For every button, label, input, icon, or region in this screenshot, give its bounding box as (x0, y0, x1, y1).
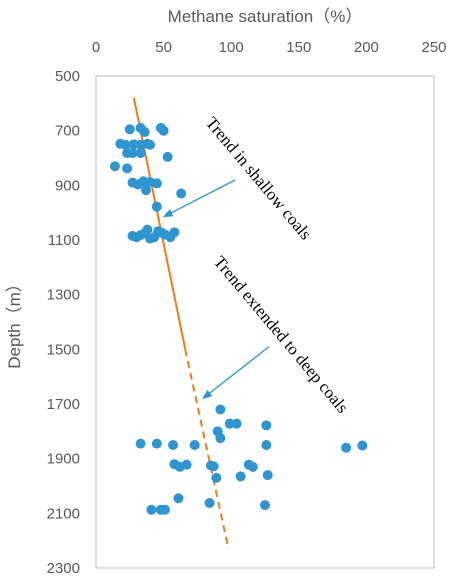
x-tick-labels: 0 50 100 150 200 250 (92, 39, 447, 56)
data-point (120, 139, 131, 150)
data-point (173, 493, 184, 504)
y-tick-label: 2100 (47, 505, 80, 522)
plot-area (95, 75, 435, 569)
data-point (261, 420, 272, 431)
data-point (169, 227, 180, 238)
y-tick-label: 500 (55, 68, 80, 85)
y-tick-label: 1500 (47, 341, 80, 358)
x-axis-title: Methane saturation（%） (168, 7, 363, 26)
data-point (260, 500, 270, 511)
data-point (127, 148, 138, 159)
data-point (211, 472, 222, 483)
data-point (176, 188, 187, 199)
data-point (262, 470, 273, 481)
data-point (208, 461, 219, 472)
annotation-deep-trend: Trend extended to deep coals (210, 252, 352, 416)
data-point (151, 201, 162, 212)
annotation-arrows (162, 179, 270, 400)
deep-trend-arrow (202, 346, 270, 400)
data-point (135, 438, 146, 449)
data-point (341, 442, 352, 453)
data-point (124, 124, 135, 135)
y-tick-label: 1900 (47, 451, 80, 468)
x-tick-label: 100 (219, 39, 244, 56)
trend-lines (132, 97, 230, 550)
data-point (159, 504, 170, 515)
data-point (146, 504, 157, 515)
y-tick-label: 2300 (47, 560, 80, 577)
data-point (357, 440, 368, 451)
shallow-trend-arrow (162, 179, 236, 218)
y-tick-labels: 500 700 900 1100 1300 1500 1700 1900 2100 2300 (47, 68, 80, 577)
data-point (151, 178, 162, 189)
y-axis-title: Depth（m） (5, 275, 24, 369)
data-point (141, 185, 152, 196)
y-tick-label: 900 (55, 177, 80, 194)
x-tick-label: 150 (286, 39, 311, 56)
data-point (145, 139, 156, 150)
shallow-trend-line (132, 97, 187, 350)
data-point (215, 433, 226, 444)
data-point (261, 440, 272, 450)
data-point (215, 404, 226, 415)
y-tick-label: 700 (55, 123, 80, 140)
data-point (139, 127, 150, 138)
x-tick-label: 200 (354, 39, 379, 56)
y-tick-label: 1700 (47, 396, 80, 413)
data-point (189, 440, 200, 450)
data-point (109, 161, 120, 172)
data-point (158, 125, 169, 136)
data-point (151, 438, 162, 449)
data-point (231, 418, 242, 429)
x-tick-label: 250 (421, 39, 446, 56)
data-point (168, 440, 179, 450)
data-point (142, 224, 153, 235)
data-point (181, 459, 192, 470)
x-tick-label: 0 (92, 39, 100, 56)
data-point (135, 148, 146, 159)
y-tick-label: 1100 (48, 232, 80, 249)
data-point (235, 471, 246, 482)
data-point (247, 461, 258, 472)
data-point (204, 497, 215, 508)
data-point (162, 151, 173, 162)
data-point (122, 163, 133, 174)
y-tick-label: 1300 (47, 287, 80, 304)
x-tick-label: 50 (155, 39, 172, 56)
data-points (109, 122, 368, 515)
deep-trend-line-dashed (184, 349, 230, 550)
annotation-shallow-trend: Trend in shallow coals (202, 113, 315, 243)
